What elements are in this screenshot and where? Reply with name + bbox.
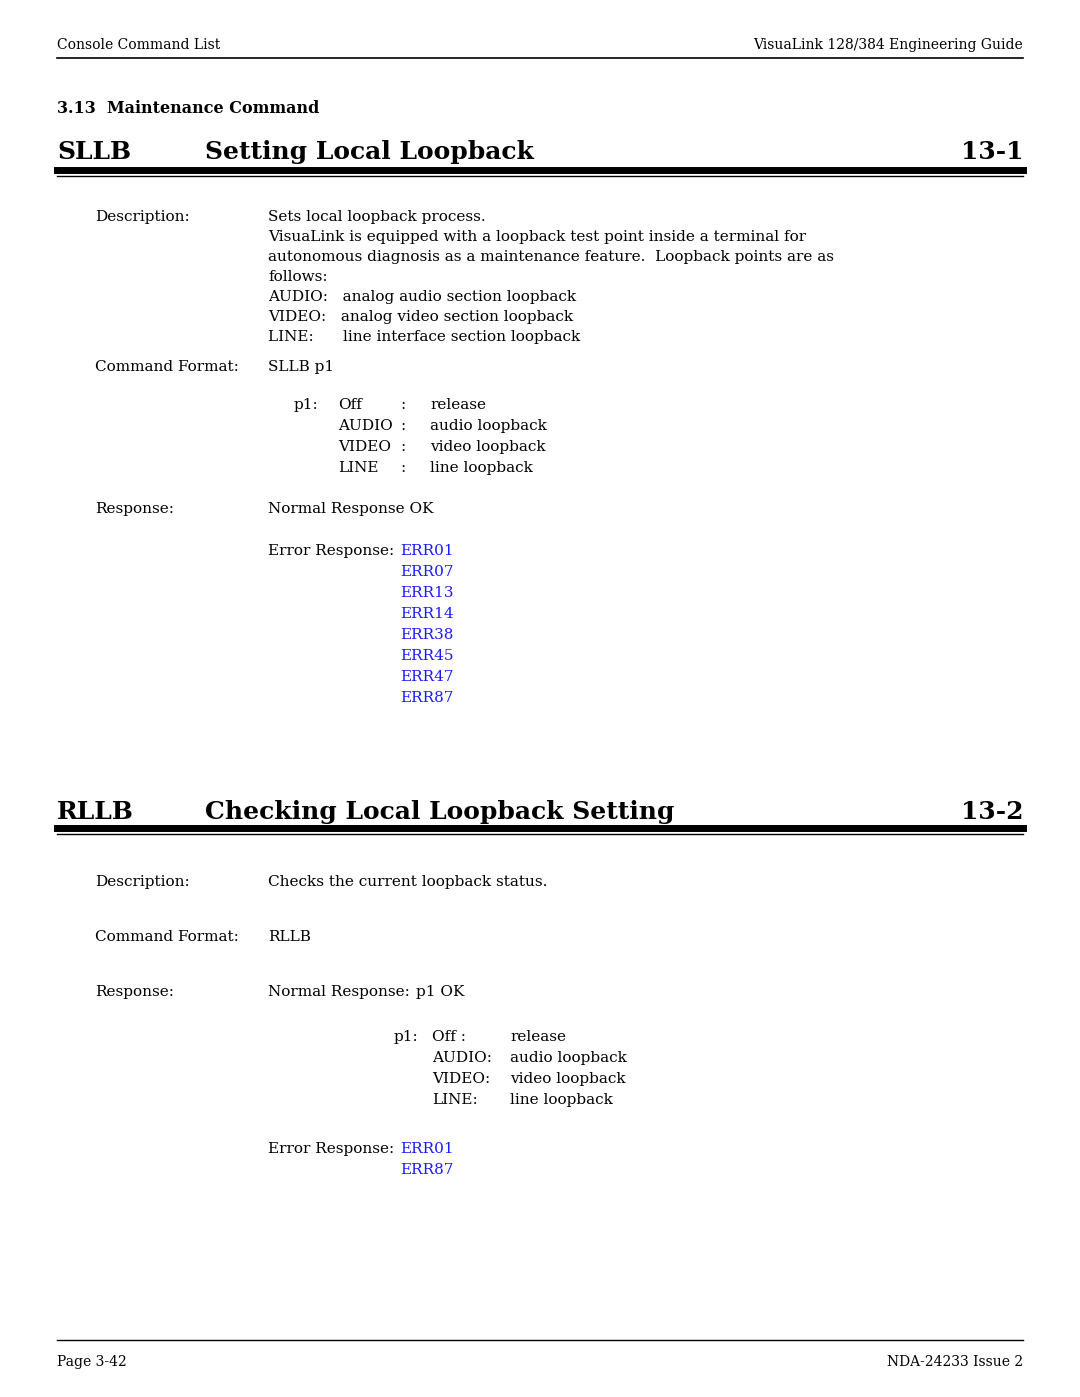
Text: 13-1: 13-1 <box>960 140 1023 163</box>
Text: release: release <box>510 1030 566 1044</box>
Text: ERR38: ERR38 <box>400 629 454 643</box>
Text: Console Command List: Console Command List <box>57 38 220 52</box>
Text: VIDEO: VIDEO <box>338 440 391 454</box>
Text: ERR01: ERR01 <box>400 543 454 557</box>
Text: LINE:      line interface section loopback: LINE: line interface section loopback <box>268 330 580 344</box>
Text: LINE: LINE <box>338 461 378 475</box>
Text: SLLB p1: SLLB p1 <box>268 360 334 374</box>
Text: Command Format:: Command Format: <box>95 930 239 944</box>
Text: Normal Response:: Normal Response: <box>268 985 410 999</box>
Text: line loopback: line loopback <box>430 461 532 475</box>
Text: Checks the current loopback status.: Checks the current loopback status. <box>268 875 548 888</box>
Text: autonomous diagnosis as a maintenance feature.  Loopback points are as: autonomous diagnosis as a maintenance fe… <box>268 250 834 264</box>
Text: :: : <box>400 419 405 433</box>
Text: Normal Response OK: Normal Response OK <box>268 502 433 515</box>
Text: ERR01: ERR01 <box>400 1141 454 1155</box>
Text: Sets local loopback process.: Sets local loopback process. <box>268 210 486 224</box>
Text: p1:: p1: <box>294 398 318 412</box>
Text: ERR45: ERR45 <box>400 650 454 664</box>
Text: follows:: follows: <box>268 270 327 284</box>
Text: RLLB: RLLB <box>268 930 311 944</box>
Text: Checking Local Loopback Setting: Checking Local Loopback Setting <box>205 800 674 824</box>
Text: AUDIO:: AUDIO: <box>432 1051 492 1065</box>
Text: Description:: Description: <box>95 875 190 888</box>
Text: LINE:: LINE: <box>432 1092 477 1106</box>
Text: ERR47: ERR47 <box>400 671 454 685</box>
Text: ERR13: ERR13 <box>400 585 454 599</box>
Text: VIDEO:: VIDEO: <box>432 1071 490 1085</box>
Text: release: release <box>430 398 486 412</box>
Text: Setting Local Loopback: Setting Local Loopback <box>205 140 534 163</box>
Text: ERR87: ERR87 <box>400 692 454 705</box>
Text: 3.13  Maintenance Command: 3.13 Maintenance Command <box>57 101 320 117</box>
Text: Description:: Description: <box>95 210 190 224</box>
Text: AUDIO:   analog audio section loopback: AUDIO: analog audio section loopback <box>268 291 576 305</box>
Text: 13-2: 13-2 <box>960 800 1023 824</box>
Text: Response:: Response: <box>95 985 174 999</box>
Text: AUDIO: AUDIO <box>338 419 393 433</box>
Text: Error Response:: Error Response: <box>268 1141 394 1155</box>
Text: Off: Off <box>338 398 362 412</box>
Text: Error Response:: Error Response: <box>268 543 394 557</box>
Text: RLLB: RLLB <box>57 800 134 824</box>
Text: VisuaLink 128/384 Engineering Guide: VisuaLink 128/384 Engineering Guide <box>753 38 1023 52</box>
Text: audio loopback: audio loopback <box>510 1051 626 1065</box>
Text: video loopback: video loopback <box>510 1071 625 1085</box>
Text: Off :: Off : <box>432 1030 465 1044</box>
Text: :: : <box>400 398 405 412</box>
Text: :: : <box>400 440 405 454</box>
Text: ERR87: ERR87 <box>400 1162 454 1178</box>
Text: p1 OK: p1 OK <box>416 985 464 999</box>
Text: NDA-24233 Issue 2: NDA-24233 Issue 2 <box>887 1355 1023 1369</box>
Text: video loopback: video loopback <box>430 440 545 454</box>
Text: Response:: Response: <box>95 502 174 515</box>
Text: SLLB: SLLB <box>57 140 131 163</box>
Text: audio loopback: audio loopback <box>430 419 546 433</box>
Text: Page 3-42: Page 3-42 <box>57 1355 126 1369</box>
Text: :: : <box>400 461 405 475</box>
Text: line loopback: line loopback <box>510 1092 612 1106</box>
Text: p1:: p1: <box>393 1030 418 1044</box>
Text: ERR07: ERR07 <box>400 564 454 578</box>
Text: VIDEO:   analog video section loopback: VIDEO: analog video section loopback <box>268 310 573 324</box>
Text: Command Format:: Command Format: <box>95 360 239 374</box>
Text: VisuaLink is equipped with a loopback test point inside a terminal for: VisuaLink is equipped with a loopback te… <box>268 231 806 244</box>
Text: ERR14: ERR14 <box>400 608 454 622</box>
